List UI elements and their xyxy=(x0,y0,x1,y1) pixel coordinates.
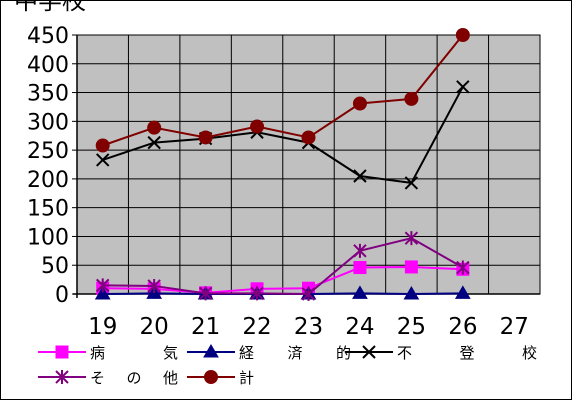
y-tick-label: 0 xyxy=(55,283,69,308)
axes: 0 50 100 150 200 250 300 350 400 450 19 20 21 22 23 24 2… xyxy=(27,24,540,340)
marker-star xyxy=(198,286,213,301)
marker-circle xyxy=(198,130,213,145)
marker-star xyxy=(250,286,264,301)
legend-label: 経 済 的 xyxy=(239,344,351,362)
marker-x xyxy=(362,345,376,359)
marker-star xyxy=(404,231,419,246)
y-tick-label: 250 xyxy=(27,139,69,164)
legend-label: 不 登 校 xyxy=(397,344,537,362)
marker-square xyxy=(404,260,418,274)
marker-triangle xyxy=(94,286,111,300)
series-line xyxy=(102,265,463,294)
legend-item-3: そ の 他 xyxy=(38,369,178,387)
marker-circle xyxy=(352,96,367,111)
legend-item-4: 計 xyxy=(187,369,254,387)
y-tick-label: 350 xyxy=(27,82,69,107)
x-tick-label: 23 xyxy=(294,314,323,340)
marker-x xyxy=(96,153,110,167)
y-tick-label: 450 xyxy=(27,24,69,49)
marker-x xyxy=(353,169,367,183)
marker-triangle xyxy=(403,286,420,300)
y-tick-label: 150 xyxy=(27,197,69,222)
marker-circle xyxy=(250,119,265,134)
marker-circle xyxy=(404,91,419,106)
marker-star xyxy=(147,278,161,293)
x-tick-label: 25 xyxy=(397,314,426,340)
x-tick-label: 27 xyxy=(500,314,529,340)
marker-triangle xyxy=(352,285,368,299)
legend-item-1: 経 済 的 xyxy=(187,344,351,362)
y-tick-label: 100 xyxy=(27,225,69,250)
marker-star xyxy=(96,278,110,293)
marker-star xyxy=(456,260,470,275)
marker-star xyxy=(55,370,69,384)
x-tick-label: 26 xyxy=(448,314,477,340)
marker-circle xyxy=(147,120,162,135)
marker-square xyxy=(353,261,367,275)
marker-circle xyxy=(455,28,470,42)
x-tick-label: 19 xyxy=(88,314,117,340)
plot-area xyxy=(76,34,541,295)
series-line xyxy=(102,34,464,147)
series-3 xyxy=(96,231,470,301)
y-tick-label: 200 xyxy=(27,168,69,193)
legend-item-2: 不 登 校 xyxy=(345,344,537,362)
series-group xyxy=(94,28,471,301)
marker-circle xyxy=(301,130,316,145)
marker-circle xyxy=(204,370,218,384)
marker-star xyxy=(353,243,367,258)
marker-x xyxy=(404,176,419,190)
x-tick-label: 20 xyxy=(140,314,169,340)
legend-label: そ の 他 xyxy=(90,369,178,387)
marker-triangle xyxy=(454,285,471,299)
chart-title: 中学校 xyxy=(14,0,86,15)
y-tick-label: 400 xyxy=(27,53,69,78)
marker-square xyxy=(55,345,69,359)
legend-label: 計 xyxy=(239,369,254,387)
series-line xyxy=(102,86,464,185)
x-tick-label: 24 xyxy=(345,314,374,340)
marker-x xyxy=(456,80,470,94)
series-line xyxy=(102,237,464,296)
marker-triangle xyxy=(203,344,219,358)
marker-star xyxy=(301,287,316,301)
x-tick-label: 21 xyxy=(191,314,220,340)
x-tick-label: 22 xyxy=(242,314,271,340)
y-tick-label: 300 xyxy=(27,110,69,135)
marker-circle xyxy=(95,138,110,153)
series-4 xyxy=(95,28,470,153)
marker-x xyxy=(147,135,161,150)
y-tick-label: 50 xyxy=(41,254,69,279)
